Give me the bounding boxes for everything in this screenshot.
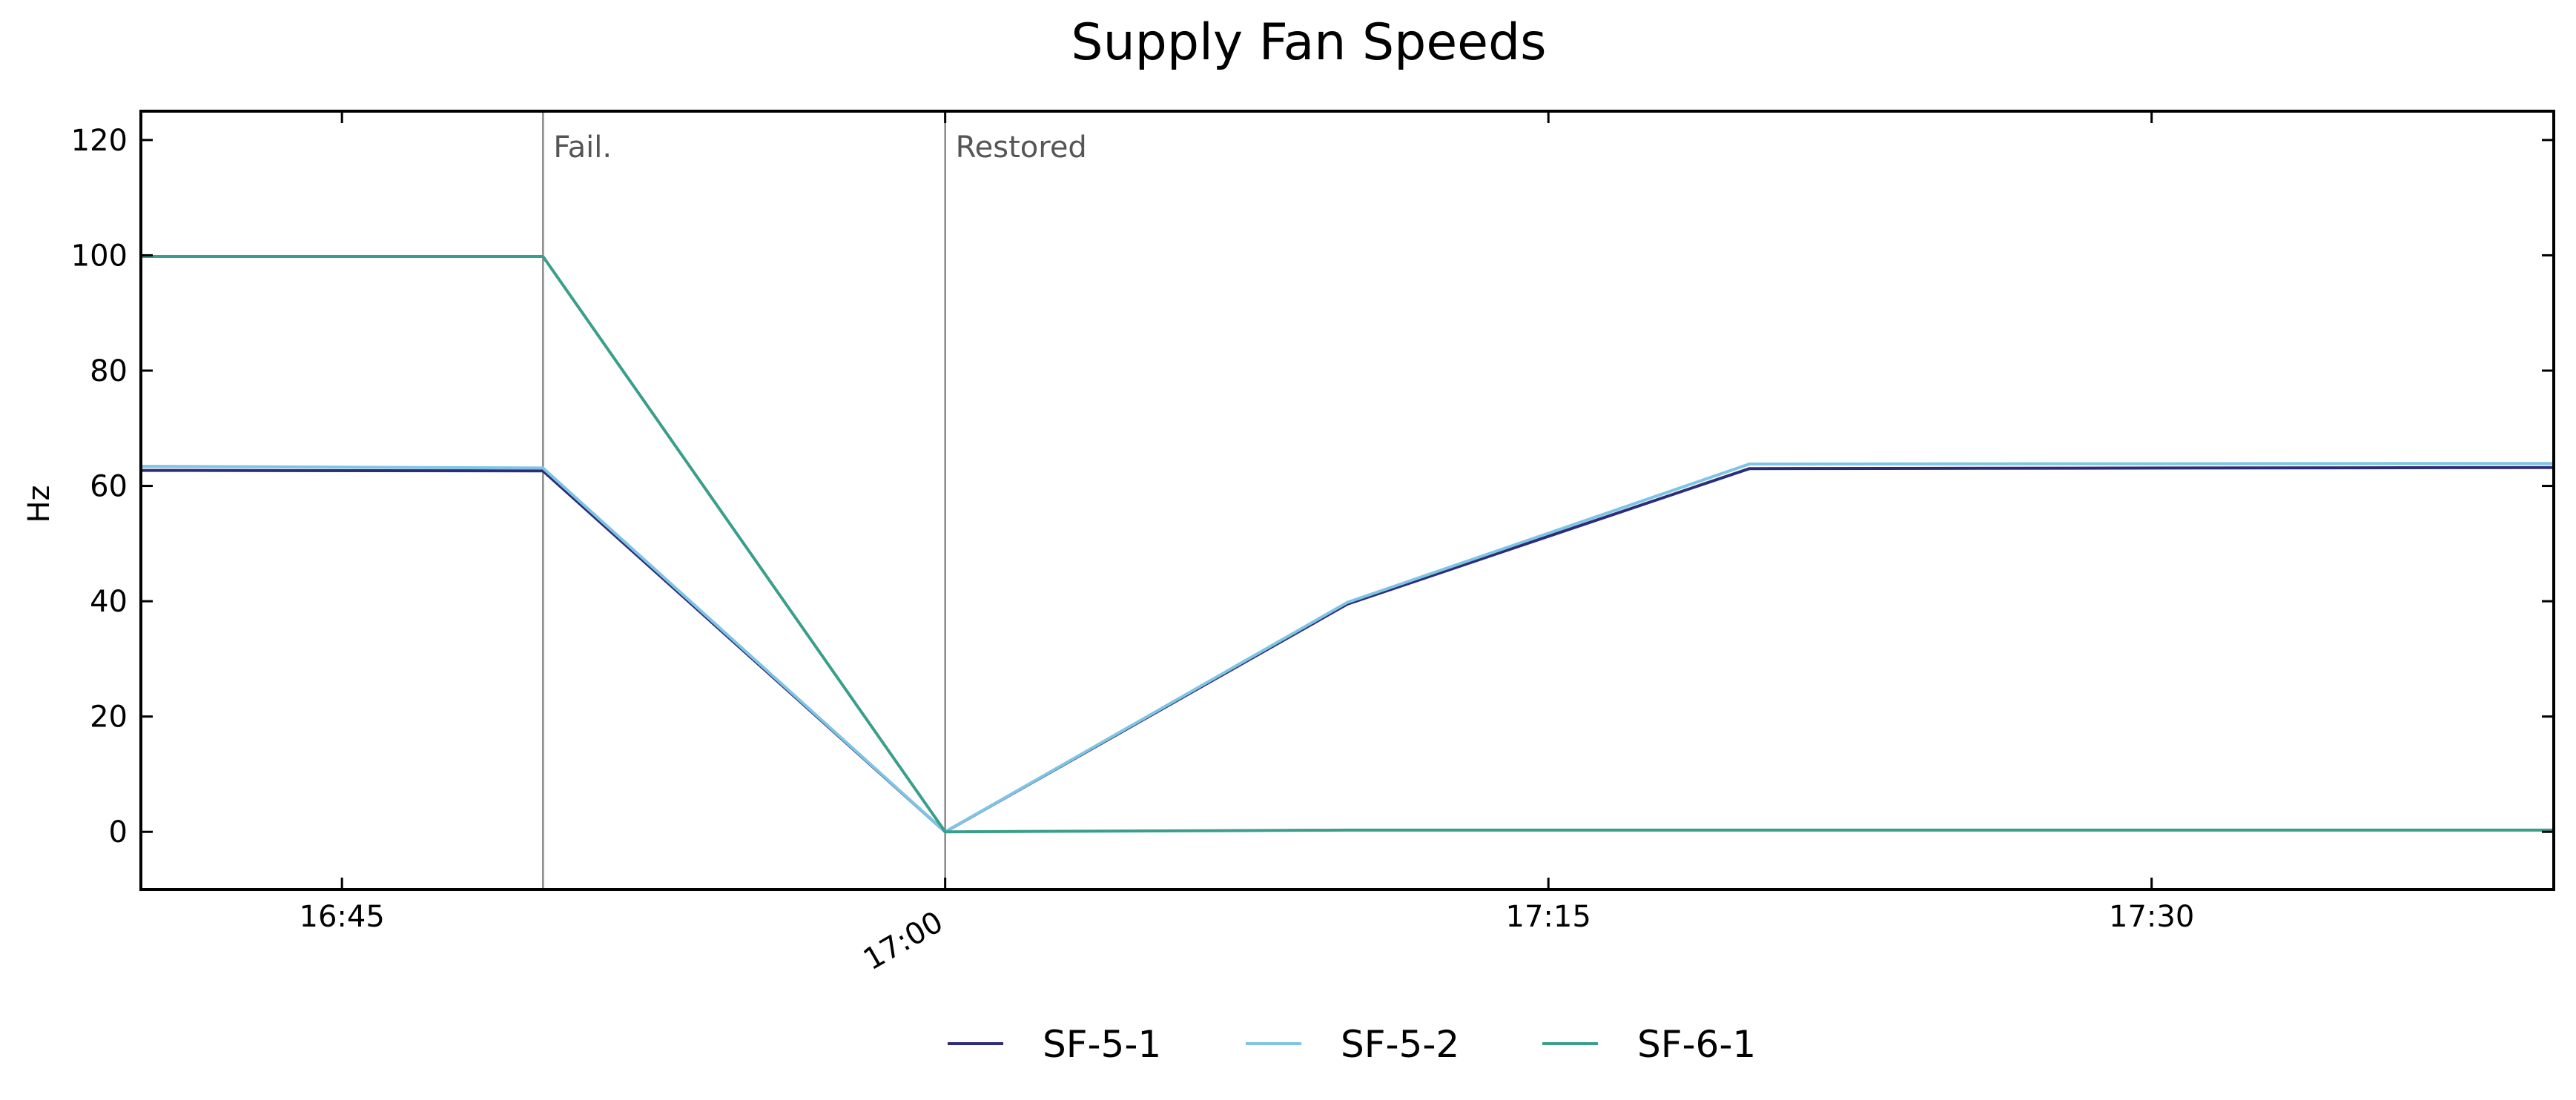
annotations: Fail. Restored	[542, 111, 1087, 889]
legend-label-0: SF-5-1	[1043, 1023, 1161, 1066]
x-tick-label-0: 16:45	[300, 900, 385, 934]
annotation-label-0: Fail.	[553, 130, 612, 165]
chart-title: Supply Fan Speeds	[1071, 13, 1546, 72]
series-line-1	[140, 462, 2554, 834]
y-tick-label-6: 120	[71, 124, 128, 158]
x-tick-label-1: 17:00	[858, 905, 949, 977]
legend-label-1: SF-5-2	[1341, 1023, 1459, 1066]
x-tick-label-3: 17:30	[2109, 900, 2194, 934]
series-line-2	[141, 255, 2554, 834]
y-tick-label-2: 40	[90, 585, 128, 619]
axis-ticks: 0 20 40 60 80 100 120 16:45 17:00 17:15 17:30	[71, 111, 2554, 977]
y-tick-label-5: 100	[71, 239, 128, 273]
y-tick-label-4: 80	[90, 354, 128, 388]
legend: SF-5-1 SF-5-2 SF-6-1	[948, 1023, 1756, 1066]
plot-frame	[139, 110, 2555, 891]
annotation-label-1: Restored	[956, 130, 1087, 165]
x-tick-label-2: 17:15	[1506, 900, 1591, 934]
series-line-0	[140, 465, 2554, 834]
y-tick-label-3: 60	[90, 470, 128, 504]
legend-label-2: SF-6-1	[1637, 1023, 1756, 1066]
series-lines	[140, 255, 2554, 834]
y-tick-label-1: 20	[90, 700, 128, 735]
y-axis-label: Hz	[22, 485, 56, 523]
y-tick-label-0: 0	[109, 815, 128, 849]
